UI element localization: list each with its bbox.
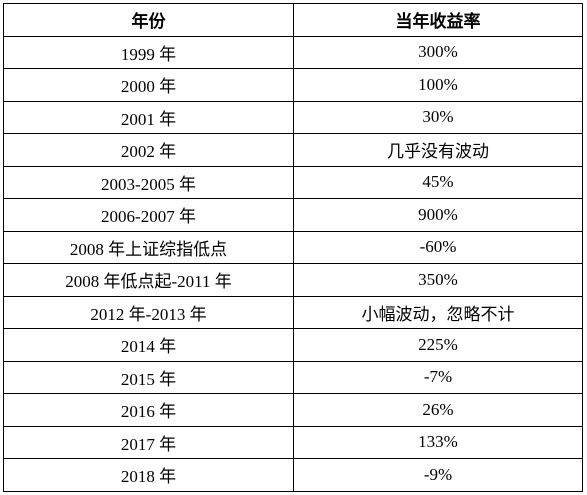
return-cell: -7% xyxy=(293,360,583,394)
year-cell: 2016 年 xyxy=(3,393,294,427)
table-body: 1999 年 300% 2000 年 100% 2001 年 30% 2002 年几乎没有波… xyxy=(3,35,583,492)
table-row: 2006-2007 年 900% xyxy=(3,198,583,232)
year-cell: 2018 年 xyxy=(3,458,294,492)
return-cell: 45% xyxy=(293,165,583,199)
return-cell: 133% xyxy=(293,425,583,459)
table-row: 2018 年 -9% xyxy=(3,458,583,492)
return-cell: 225% xyxy=(293,328,583,362)
table-row: 2017 年 133% xyxy=(3,425,583,459)
year-cell: 2012 年-2013 年 xyxy=(3,295,294,329)
year-cell: 2008 年低点起-2011 年 xyxy=(3,263,294,297)
header-row: 年份 当年收益率 xyxy=(3,3,583,37)
year-cell: 2003-2005 年 xyxy=(3,165,294,199)
year-cell: 2000 年 xyxy=(3,68,294,102)
table-row: 2000 年 100% xyxy=(3,68,583,102)
year-cell: 2008 年上证综指低点 xyxy=(3,230,294,264)
table-row: 2002 年几乎没有波动 xyxy=(3,133,583,167)
table-row: 2008 年低点起-2011 年 350% xyxy=(3,263,583,297)
return-cell: 900% xyxy=(293,198,583,232)
return-cell: 几乎没有波动 xyxy=(293,133,583,167)
table-row: 2015 年 -7% xyxy=(3,360,583,394)
year-cell: 1999 年 xyxy=(3,35,294,69)
table-row: 2014 年 225% xyxy=(3,328,583,362)
return-cell: 100% xyxy=(293,68,583,102)
return-cell: -60% xyxy=(293,230,583,264)
table-row: 2003-2005 年 45% xyxy=(3,165,583,199)
return-cell: 350% xyxy=(293,263,583,297)
return-cell: 26% xyxy=(293,393,583,427)
year-cell: 2002 年 xyxy=(3,133,294,167)
year-cell: 2001 年 xyxy=(3,100,294,134)
year-cell: 2014 年 xyxy=(3,328,294,362)
table-row: 2012 年-2013 年小幅波动，忽略不计 xyxy=(3,295,583,329)
return-cell: 300% xyxy=(293,35,583,69)
return-cell: 30% xyxy=(293,100,583,134)
year-cell: 2017 年 xyxy=(3,425,294,459)
header-cell: 当年收益率 xyxy=(293,3,583,37)
return-cell: 小幅波动，忽略不计 xyxy=(293,295,583,329)
returns-table: 年份 当年收益率 1999 年 300% 2000 年 100% 2001 年 30% 20… xyxy=(3,3,583,492)
header-cell: 年份 xyxy=(3,3,294,37)
table-row: 1999 年 300% xyxy=(3,35,583,69)
year-cell: 2006-2007 年 xyxy=(3,198,294,232)
table-row: 2008 年上证综指低点 -60% xyxy=(3,230,583,264)
table-row: 2016 年 26% xyxy=(3,393,583,427)
year-cell: 2015 年 xyxy=(3,360,294,394)
table-row: 2001 年 30% xyxy=(3,100,583,134)
return-cell: -9% xyxy=(293,458,583,492)
